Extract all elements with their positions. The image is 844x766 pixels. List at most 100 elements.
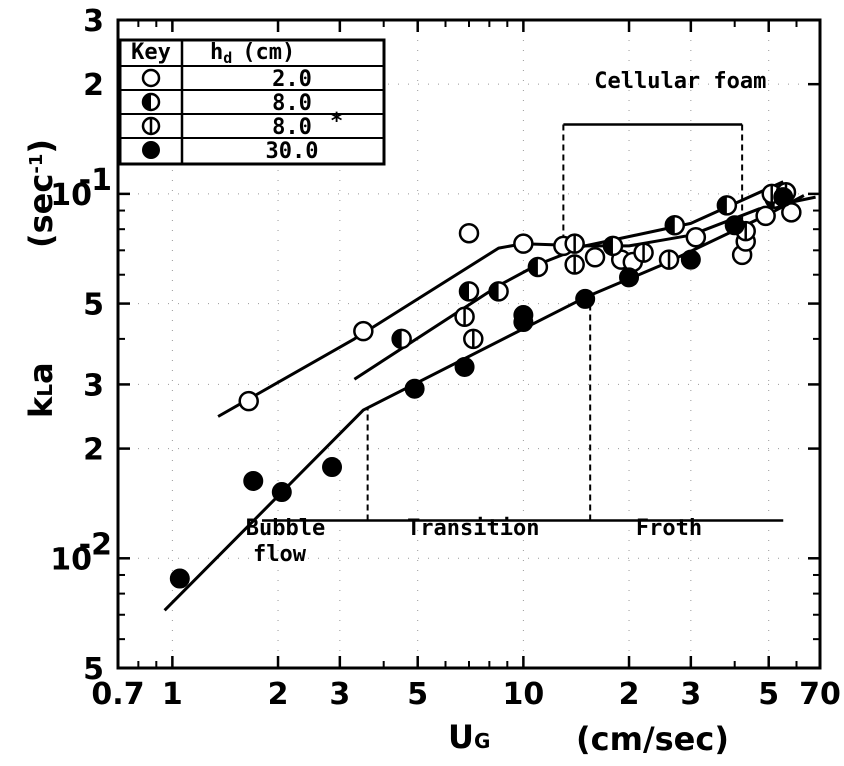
y-tick-label: 5 [83, 288, 104, 323]
legend-marker [141, 92, 161, 112]
marker-half [460, 282, 469, 301]
data-point [564, 254, 585, 275]
data-point [685, 227, 707, 248]
x-tick-label: 1 [162, 677, 183, 712]
marker-filled [243, 470, 264, 491]
x-tick-label: 3 [329, 677, 350, 712]
y-tick-label: 3 [83, 4, 104, 39]
legend-label: 2.0 [272, 67, 312, 92]
data-point [619, 267, 640, 288]
x-tick-label: 70 [799, 677, 841, 712]
bubble-flow-label-line2: flow [253, 542, 307, 567]
y-tick-label: 5 [83, 652, 104, 687]
y-decade-exponent: -1 [79, 163, 112, 198]
cellular-foam-label: Cellular foam [594, 69, 766, 94]
data-point [781, 202, 802, 223]
data-point [724, 215, 745, 236]
legend-marker [142, 141, 160, 159]
x-tick-label: 3 [680, 677, 701, 712]
regime-label: Froth [636, 516, 702, 541]
legend: Key hd (cm)2.08.08.0 *30.0 [118, 38, 386, 166]
legend-label-suffix: * [330, 109, 343, 134]
y-decade-tick-label: 10 [50, 542, 92, 577]
y-tick-label: 2 [83, 68, 104, 103]
marker-ring [584, 247, 606, 268]
marker-half [717, 196, 727, 215]
data-point [513, 305, 534, 326]
x-tick-label: 0.7 [91, 677, 144, 712]
x-tick-label: 5 [407, 677, 428, 712]
marker-ring [353, 320, 374, 342]
data-point [602, 235, 624, 257]
data-point [755, 205, 776, 227]
marker-half [528, 257, 538, 276]
marker-filled [575, 288, 596, 309]
data-point [271, 482, 292, 503]
marker-ring [781, 202, 802, 223]
marker-ring [238, 390, 259, 412]
marker-ring [685, 227, 707, 248]
data-point [458, 281, 480, 302]
marker-half [603, 236, 613, 255]
marker-ring [513, 233, 534, 254]
marker-half [489, 282, 499, 301]
data-point [404, 378, 425, 399]
data-point [169, 568, 190, 589]
marker-filled [271, 482, 292, 503]
data-point [243, 470, 264, 491]
data-point [527, 256, 549, 278]
x-tick-label: 2 [268, 677, 289, 712]
data-point [664, 215, 686, 236]
marker-filled [169, 568, 190, 589]
marker-half [392, 329, 402, 348]
y-decade-tick-label: 10 [50, 178, 92, 213]
y-decade-exponent: -2 [79, 527, 112, 562]
data-points [169, 182, 802, 589]
data-point [680, 249, 701, 270]
legend-label: 8.0 [272, 91, 312, 116]
data-point [454, 356, 475, 377]
marker-filled [680, 249, 701, 270]
bubble-flow-label: Bubble [246, 516, 325, 541]
tick-marks [116, 18, 822, 670]
data-point [584, 247, 606, 268]
marker-filled [619, 267, 640, 288]
data-point [454, 306, 475, 328]
marker-filled [142, 141, 160, 159]
data-point [238, 390, 259, 412]
legend-header-var: hd (cm) [210, 40, 295, 67]
y-axis-unit: (sec-1) [22, 139, 60, 248]
marker-filled [724, 215, 745, 236]
marker-filled [454, 356, 475, 377]
data-point [564, 233, 585, 254]
marker-half [143, 94, 151, 110]
legend-header-key: Key [131, 40, 171, 65]
data-point [391, 328, 412, 350]
x-tick-label: 5 [758, 677, 779, 712]
y-tick-label: 2 [83, 433, 104, 468]
regime-label: Transition [407, 516, 539, 541]
marker-half [665, 216, 675, 235]
marker-filled [322, 457, 343, 478]
x-tick-label: 2 [619, 677, 640, 712]
legend-box [118, 38, 386, 166]
x-axis-unit: (cm/sec) [576, 720, 729, 758]
data-point [353, 320, 374, 342]
data-point [658, 249, 680, 270]
data-point [575, 288, 596, 309]
y-axis-title: kLa [22, 362, 60, 418]
data-point [513, 233, 534, 254]
data-point [458, 222, 480, 244]
data-point [463, 328, 484, 350]
legend-label: 8.0 [272, 115, 312, 140]
legend-label: 30.0 [266, 139, 319, 164]
legend-marker [141, 116, 161, 136]
marker-filled [773, 187, 794, 208]
legend-marker [141, 68, 161, 88]
data-point [488, 281, 509, 302]
marker-filled [513, 305, 534, 326]
data-point [773, 187, 794, 208]
